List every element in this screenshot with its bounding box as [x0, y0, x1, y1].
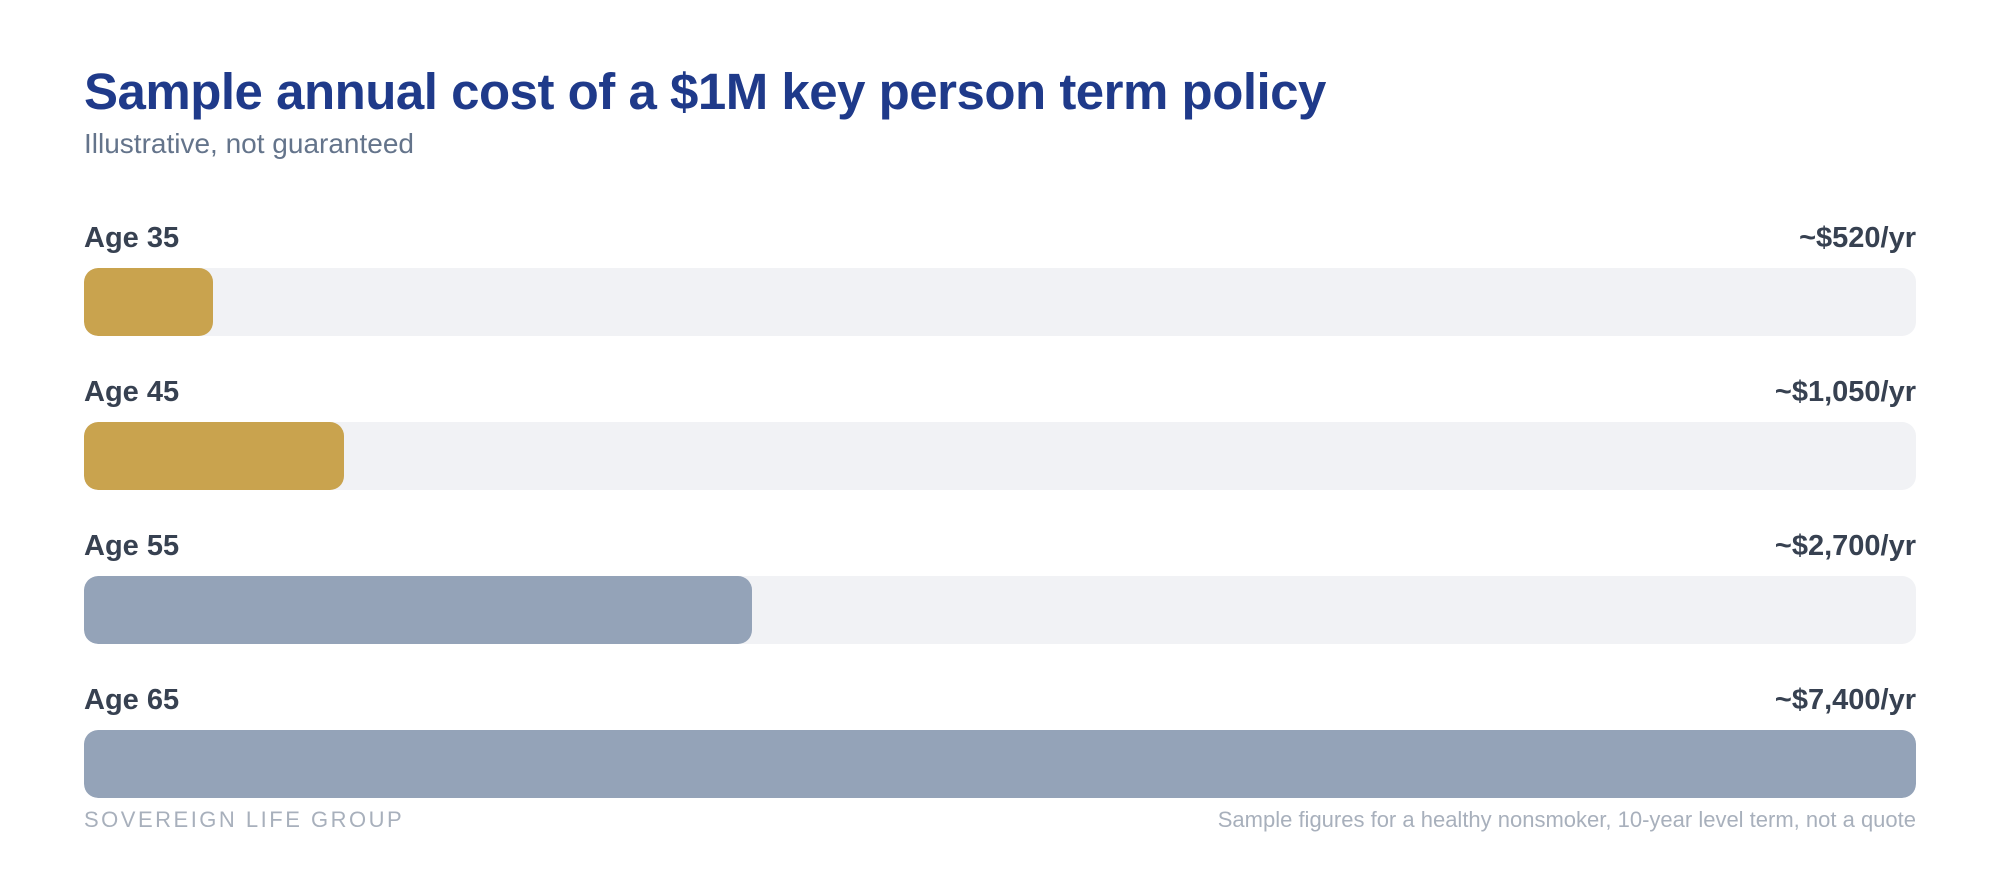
bar-row-header: Age 45 ~$1,050/yr — [84, 376, 1916, 422]
bar-row: Age 35 ~$520/yr — [84, 222, 1916, 376]
category-label: Age 45 — [84, 376, 180, 408]
footnote: Sample figures for a healthy nonsmoker, … — [1217, 807, 1916, 832]
bar-track — [84, 268, 1916, 336]
bar — [84, 268, 213, 336]
bar-row: Age 55 ~$2,700/yr — [84, 530, 1916, 684]
value-label: ~$2,700/yr — [1774, 530, 1916, 562]
value-label: ~$7,400/yr — [1774, 684, 1916, 716]
bar — [84, 422, 344, 490]
bar-row: Age 65 ~$7,400/yr — [84, 684, 1916, 838]
brand-name: SOVEREIGN LIFE GROUP — [84, 807, 405, 832]
bar-row-header: Age 35 ~$520/yr — [84, 222, 1916, 268]
category-label: Age 35 — [84, 222, 180, 254]
bar-row: Age 45 ~$1,050/yr — [84, 376, 1916, 530]
bar-track — [84, 730, 1916, 798]
category-label: Age 65 — [84, 684, 180, 716]
chart-title: Sample annual cost of a $1M key person t… — [84, 63, 1326, 120]
bar-track — [84, 576, 1916, 644]
value-label: ~$520/yr — [1799, 222, 1916, 254]
value-label: ~$1,050/yr — [1774, 376, 1916, 408]
bar-row-header: Age 65 ~$7,400/yr — [84, 684, 1916, 730]
bar-row-header: Age 55 ~$2,700/yr — [84, 530, 1916, 576]
category-label: Age 55 — [84, 530, 180, 562]
bar-track — [84, 422, 1916, 490]
bar — [84, 730, 1916, 798]
bar-chart: Age 35 ~$520/yr Age 45 ~$1,050/yr Age 55 ~$2,… — [84, 222, 1916, 838]
chart-subtitle: Illustrative, not guaranteed — [84, 128, 414, 159]
bar — [84, 576, 752, 644]
